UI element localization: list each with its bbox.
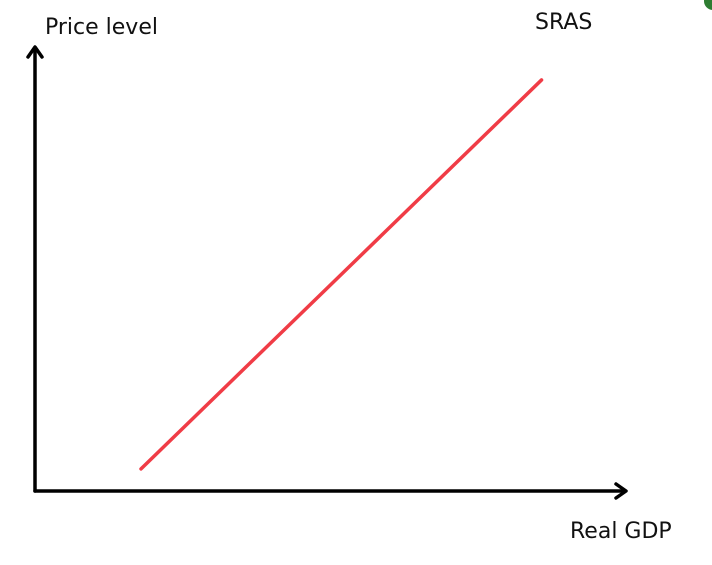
y-axis-arrowhead	[26, 45, 44, 59]
sras-curve-label: SRAS	[535, 10, 593, 35]
y-axis-label: Price level	[45, 15, 158, 40]
x-axis-label: Real GDP	[570, 519, 672, 544]
x-axis-arrowhead	[614, 482, 628, 500]
corner-circle-mark	[704, 0, 712, 10]
sras-curve	[139, 78, 544, 471]
